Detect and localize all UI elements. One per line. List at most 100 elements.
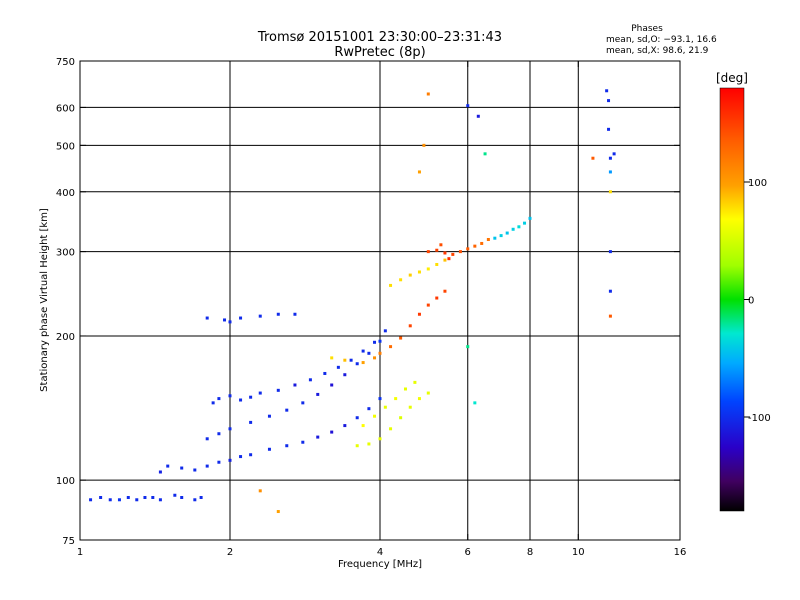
data-point bbox=[158, 470, 162, 474]
data-point bbox=[608, 289, 612, 293]
data-point bbox=[608, 156, 612, 160]
data-point bbox=[499, 234, 503, 238]
data-point bbox=[480, 241, 484, 245]
data-point bbox=[166, 464, 170, 468]
colorbar-tick-label: -100 bbox=[748, 413, 771, 424]
x-tick-label: 2 bbox=[227, 547, 233, 558]
x-axis: 1 2 4 6 8 10 16 bbox=[77, 61, 686, 558]
data-point bbox=[447, 257, 451, 261]
data-point bbox=[378, 339, 382, 343]
data-point bbox=[399, 336, 403, 340]
data-point bbox=[483, 152, 487, 156]
data-point bbox=[301, 440, 305, 444]
data-point bbox=[378, 351, 382, 355]
data-point bbox=[417, 312, 421, 316]
data-point bbox=[443, 251, 447, 255]
data-point bbox=[399, 416, 403, 420]
data-point bbox=[608, 314, 612, 318]
y-tick-label: 500 bbox=[56, 141, 75, 152]
data-point bbox=[608, 170, 612, 174]
data-point bbox=[355, 444, 359, 448]
data-point bbox=[408, 273, 412, 277]
data-point bbox=[367, 407, 371, 411]
phase-stats-x: mean, sd,X: 98.6, 21.9 bbox=[606, 46, 709, 56]
data-point bbox=[308, 378, 312, 382]
data-point bbox=[323, 371, 327, 375]
data-point bbox=[193, 468, 197, 472]
data-point bbox=[403, 387, 407, 391]
data-point bbox=[511, 227, 515, 231]
data-point bbox=[217, 460, 221, 464]
chart-title: Tromsø 20151001 23:30:00–23:31:43 bbox=[257, 30, 502, 45]
data-point bbox=[301, 401, 305, 405]
data-point bbox=[528, 216, 532, 220]
data-point bbox=[373, 414, 377, 418]
data-point bbox=[89, 498, 93, 502]
data-point bbox=[143, 495, 147, 499]
data-point bbox=[117, 498, 121, 502]
data-point bbox=[135, 498, 139, 502]
data-point bbox=[316, 392, 320, 396]
data-point bbox=[249, 453, 253, 457]
data-point bbox=[343, 424, 347, 428]
data-point bbox=[217, 397, 221, 401]
data-point bbox=[258, 314, 262, 318]
data-point bbox=[435, 248, 439, 252]
data-point bbox=[607, 99, 611, 103]
data-point bbox=[228, 320, 232, 324]
data-point bbox=[276, 510, 280, 514]
data-point bbox=[473, 401, 477, 405]
data-point bbox=[417, 397, 421, 401]
data-point bbox=[451, 252, 455, 256]
gridlines bbox=[80, 61, 680, 540]
data-point bbox=[276, 388, 280, 392]
data-point bbox=[426, 92, 430, 96]
data-point bbox=[591, 156, 595, 160]
data-point bbox=[316, 435, 320, 439]
data-point bbox=[426, 391, 430, 395]
data-point bbox=[367, 442, 371, 446]
data-point bbox=[408, 405, 412, 409]
data-point bbox=[239, 398, 243, 402]
data-point bbox=[505, 231, 509, 235]
data-point bbox=[435, 296, 439, 300]
y-tick-label: 600 bbox=[56, 103, 75, 114]
data-point bbox=[417, 170, 421, 174]
data-point bbox=[378, 397, 382, 401]
y-axis: 75 100 200 300 400 500 600 750 bbox=[56, 57, 680, 547]
data-point bbox=[249, 420, 253, 424]
data-point bbox=[361, 349, 365, 353]
data-point bbox=[249, 395, 253, 399]
data-point bbox=[276, 312, 280, 316]
data-point bbox=[383, 405, 387, 409]
data-point bbox=[517, 225, 521, 229]
colorbar-label: [deg] bbox=[716, 71, 748, 85]
data-point bbox=[373, 340, 377, 344]
data-point bbox=[158, 498, 162, 502]
data-point bbox=[486, 237, 490, 241]
data-point bbox=[378, 437, 382, 441]
data-point bbox=[399, 278, 403, 282]
data-point bbox=[199, 495, 203, 499]
data-point bbox=[180, 466, 184, 470]
data-point bbox=[466, 345, 470, 349]
x-tick-label: 1 bbox=[77, 547, 83, 558]
data-point bbox=[389, 283, 393, 287]
data-point bbox=[413, 380, 417, 384]
x-tick-label: 10 bbox=[572, 547, 585, 558]
data-point bbox=[126, 495, 130, 499]
data-point bbox=[228, 394, 232, 398]
data-point bbox=[217, 432, 221, 436]
x-tick-label: 8 bbox=[527, 547, 533, 558]
data-point bbox=[408, 324, 412, 328]
data-point bbox=[422, 143, 426, 147]
data-point bbox=[205, 437, 209, 441]
data-point bbox=[426, 267, 430, 271]
data-point bbox=[355, 416, 359, 420]
data-point bbox=[607, 127, 611, 131]
y-tick-label: 400 bbox=[56, 188, 75, 199]
data-point bbox=[108, 498, 112, 502]
phase-stats-title: Phases bbox=[631, 24, 663, 34]
data-point bbox=[473, 244, 477, 248]
